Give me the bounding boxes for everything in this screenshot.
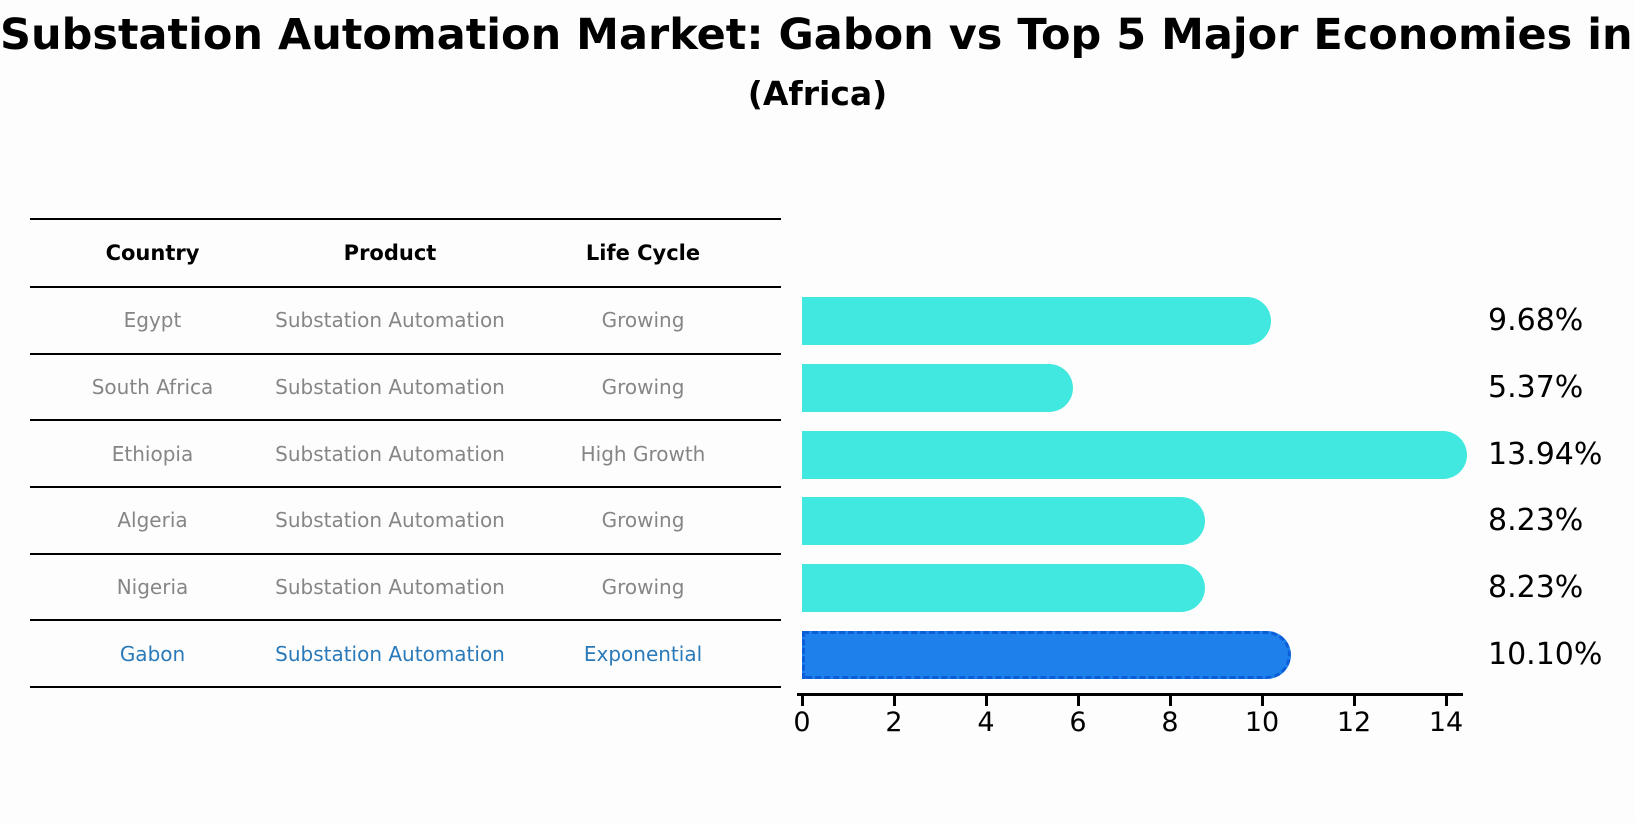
cell-life-cycle: Exponential (583, 641, 703, 666)
bar-egypt (802, 297, 1272, 346)
value-label-south-africa: 5.37% (1488, 370, 1584, 406)
cell-country: Algeria (117, 508, 188, 533)
bar-nigeria (802, 564, 1205, 613)
header-product: Product (343, 241, 437, 265)
x-axis-tick (1444, 696, 1448, 706)
x-tick-label: 0 (793, 707, 811, 738)
table-row-ethiopia: Ethiopia Substation Automation High Grow… (30, 421, 781, 489)
x-tick-label: 6 (1069, 707, 1087, 738)
cell-country: South Africa (91, 375, 214, 400)
bar-south-africa (802, 364, 1074, 413)
cell-product: Substation Automation (275, 375, 505, 400)
header-life-cycle: Life Cycle (585, 241, 701, 265)
cell-product: Substation Automation (275, 308, 505, 333)
value-label-nigeria: 8.23% (1488, 570, 1584, 606)
cell-country: Nigeria (116, 575, 189, 600)
x-axis-tick (892, 696, 896, 706)
x-axis-tick (800, 696, 804, 706)
cell-country: Egypt (123, 308, 182, 333)
cell-life-cycle: Growing (601, 308, 685, 333)
table-row-egypt: Egypt Substation Automation Growing (30, 288, 781, 355)
x-axis-tick (984, 696, 988, 706)
x-axis-line (797, 693, 1463, 696)
header-country: Country (105, 241, 200, 265)
chart-subtitle: (Africa) (747, 74, 888, 113)
bar-gabon (802, 630, 1291, 679)
x-axis-tick (1260, 696, 1264, 706)
cell-product: Substation Automation (275, 641, 505, 666)
x-tick-label: 12 (1336, 707, 1372, 738)
x-axis-tick (1352, 696, 1356, 706)
table-row-south-africa: South Africa Substation Automation Growi… (30, 355, 781, 422)
x-tick-label: 4 (977, 707, 995, 738)
table-row-gabon: Gabon Substation Automation Exponential (30, 621, 781, 689)
cell-product: Substation Automation (275, 441, 505, 466)
x-tick-label: 2 (885, 707, 903, 738)
cell-country: Gabon (119, 641, 186, 666)
bar-ethiopia (802, 430, 1468, 479)
cell-product: Substation Automation (275, 508, 505, 533)
value-label-gabon: 10.10% (1488, 636, 1603, 672)
table-header-row: Country Product Life Cycle (30, 220, 781, 288)
x-tick-label: 14 (1428, 707, 1464, 738)
x-tick-label: 8 (1161, 707, 1179, 738)
x-tick-label: 10 (1244, 707, 1280, 738)
table-row-nigeria: Nigeria Substation Automation Growing (30, 555, 781, 622)
value-label-egypt: 9.68% (1488, 303, 1584, 339)
cell-life-cycle: Growing (601, 575, 685, 600)
cell-life-cycle: Growing (601, 375, 685, 400)
chart-title: Substation Automation Market: Gabon vs T… (0, 10, 1635, 60)
bar-algeria (802, 497, 1205, 546)
cell-product: Substation Automation (275, 575, 505, 600)
cell-country: Ethiopia (111, 441, 194, 466)
cell-life-cycle: High Growth (580, 441, 706, 466)
x-axis-tick (1076, 696, 1080, 706)
value-label-ethiopia: 13.94% (1488, 436, 1603, 472)
x-axis-tick (1168, 696, 1172, 706)
comparison-table: Country Product Life Cycle Egypt Substat… (30, 218, 781, 689)
value-label-algeria: 8.23% (1488, 503, 1584, 539)
cell-life-cycle: Growing (601, 508, 685, 533)
table-row-algeria: Algeria Substation Automation Growing (30, 488, 781, 555)
